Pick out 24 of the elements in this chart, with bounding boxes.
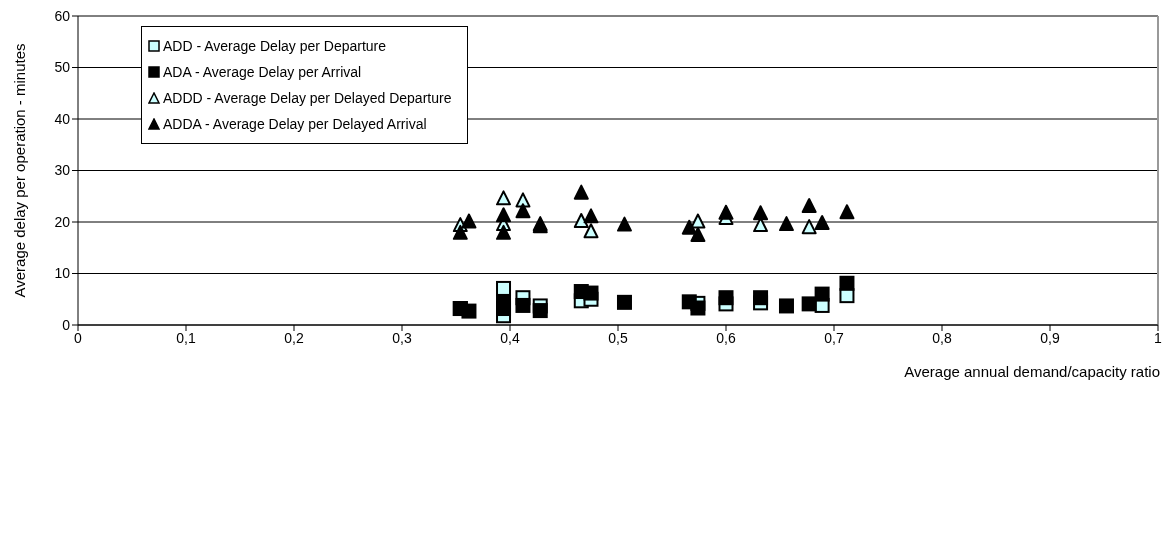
legend-label: ADA - Average Delay per Arrival [163,63,362,82]
legend-label: ADD - Average Delay per Departure [163,37,387,56]
legend-label: ADDD - Average Delay per Delayed Departure [163,89,452,108]
x-tick-label: 0,3 [392,329,412,346]
x-tick-label: 0,8 [932,329,952,346]
y-axis-title: Average delay per operation - minutes [11,43,29,298]
y-tick-label: 0 [62,316,71,333]
y-tick-label: 50 [54,59,71,76]
x-tick-label: 0,9 [1040,329,1060,346]
x-tick-label: 0 [74,329,83,346]
y-tick-label: 10 [54,265,71,282]
y-tick-label: 40 [54,110,71,127]
x-axis-title: Average annual demand/capacity ratio [904,363,1160,380]
x-tick-label: 0,4 [500,329,520,346]
x-tick-label: 0,5 [608,329,628,346]
x-tick-label: 0,6 [716,329,736,346]
x-tick-label: 0,7 [824,329,844,346]
y-tick-label: 30 [54,162,71,179]
x-tick-label: 0,1 [176,329,196,346]
x-tick-label: 0,2 [284,329,304,346]
y-tick-label: 20 [54,213,71,230]
x-tick-label: 1 [1154,329,1163,346]
y-tick-label: 60 [54,7,71,24]
legend-label: ADDA - Average Delay per Delayed Arrival [163,115,427,134]
